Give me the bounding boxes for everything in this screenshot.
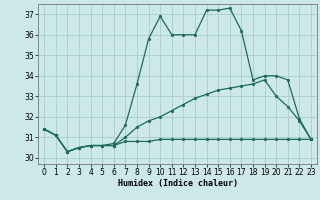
- X-axis label: Humidex (Indice chaleur): Humidex (Indice chaleur): [118, 179, 238, 188]
